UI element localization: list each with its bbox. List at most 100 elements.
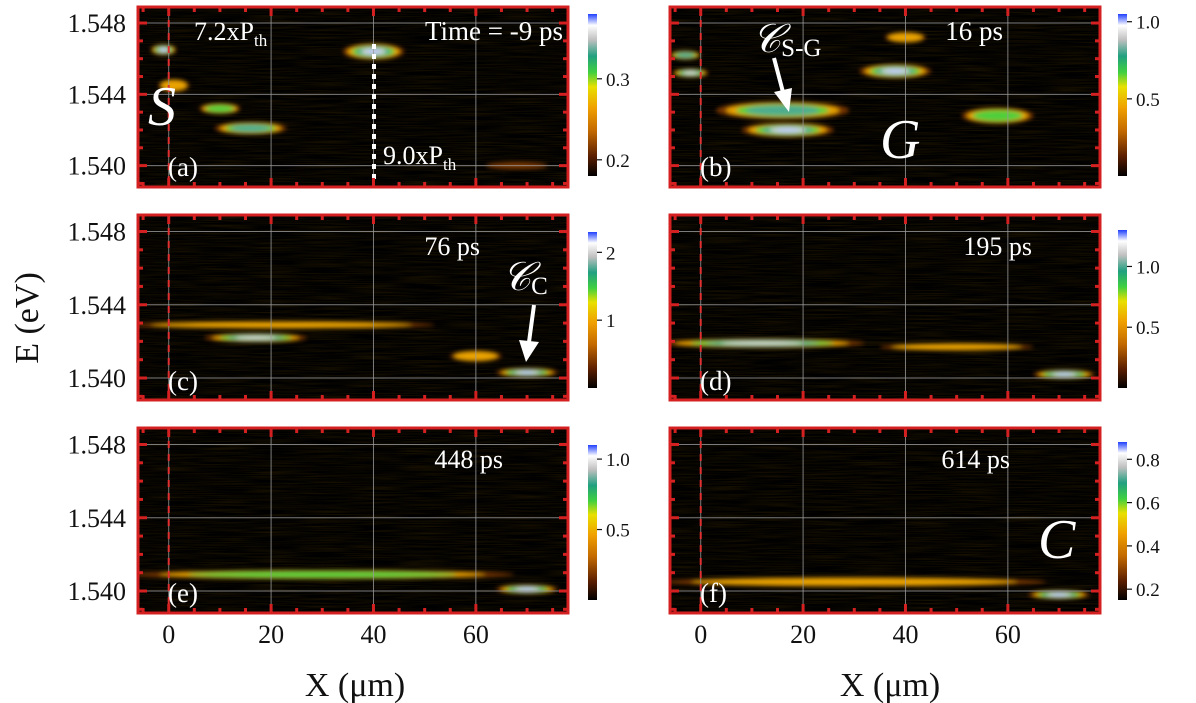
heatmap-noise bbox=[670, 7, 1100, 187]
y-tick-label: 1.548 bbox=[68, 430, 127, 459]
y-tick-label: 1.548 bbox=[68, 9, 127, 38]
blob-level bbox=[972, 110, 1023, 122]
time-label-d: 195 ps bbox=[963, 232, 1032, 261]
panel-c: (c) 76 ps 𝒞C bbox=[136, 213, 570, 402]
colorbar-tick-label: 0.2 bbox=[606, 151, 630, 172]
colorbar-tick-label: 2 bbox=[606, 243, 616, 264]
label-G: G bbox=[880, 109, 920, 171]
power-label-left: 7.2xPth bbox=[194, 17, 268, 50]
x-tick-label: 40 bbox=[360, 620, 386, 649]
heatmap-noise bbox=[138, 428, 568, 613]
frame-f bbox=[668, 426, 1102, 615]
blob-level bbox=[235, 335, 277, 340]
emission-blob bbox=[496, 367, 558, 378]
blob-level bbox=[519, 587, 535, 591]
arrow-SG-head bbox=[774, 88, 792, 112]
time-label-b: 16 ps bbox=[945, 16, 1003, 46]
y-tick-label: 1.544 bbox=[68, 504, 127, 533]
emission-blob bbox=[670, 338, 865, 348]
panel-letter-f: (f) bbox=[700, 578, 727, 608]
arrow-C-head bbox=[519, 340, 539, 362]
frame-c bbox=[136, 213, 570, 402]
heatmap-a bbox=[138, 7, 568, 187]
colorbar-c: 21 bbox=[588, 232, 616, 388]
colorbar-gradient bbox=[588, 14, 597, 176]
colorbar-tick-label: 1.0 bbox=[606, 450, 630, 471]
x-axis-label-right: X (μm) bbox=[840, 667, 940, 703]
x-tick-label: 0 bbox=[162, 620, 175, 649]
colorbar-e: 1.0 0.5 bbox=[588, 445, 630, 600]
x-tick-label: 20 bbox=[790, 620, 816, 649]
colorbar-gradient bbox=[1118, 14, 1127, 176]
blob-level bbox=[721, 341, 804, 346]
frame-d bbox=[668, 213, 1102, 402]
blob-level bbox=[187, 571, 457, 578]
label-C: C bbox=[1038, 509, 1076, 571]
blob-level bbox=[746, 105, 820, 116]
x-tick-label: 40 bbox=[892, 620, 918, 649]
y-tick-label: 1.540 bbox=[68, 152, 127, 181]
colorbar-tick-label: 1.0 bbox=[1136, 257, 1160, 278]
blob-level bbox=[886, 69, 905, 73]
colorbar-tick-label: 1.0 bbox=[1136, 13, 1160, 34]
blob-level bbox=[150, 321, 412, 329]
time-label-e: 448 ps bbox=[434, 445, 503, 474]
colorbar-tick-label: 0.5 bbox=[606, 521, 630, 542]
panel-letter-a: (a) bbox=[168, 152, 198, 182]
emission-blob bbox=[670, 50, 701, 60]
blob-level bbox=[1051, 593, 1067, 597]
x-tick-label: 60 bbox=[463, 620, 489, 649]
y-tick-label: 1.540 bbox=[68, 577, 127, 606]
emission-blob bbox=[214, 121, 287, 135]
emission-blob bbox=[879, 343, 1034, 351]
blob-level bbox=[160, 48, 167, 52]
panel-a: (a) Time = -9 ps 7.2xPth 9.0xPth S bbox=[136, 5, 570, 189]
colorbar-gradient bbox=[588, 445, 597, 600]
emission-blob bbox=[150, 44, 177, 56]
blob-level bbox=[1056, 372, 1072, 376]
colorbar-b: 1.0 0.5 bbox=[1118, 13, 1160, 176]
panel-letter-c: (c) bbox=[168, 366, 198, 396]
emission-blob bbox=[961, 107, 1034, 124]
colorbar-gradient bbox=[588, 232, 597, 388]
blob-level bbox=[205, 104, 235, 113]
emission-blob bbox=[138, 569, 515, 580]
arrow-SG bbox=[772, 57, 786, 97]
power-label-right: 9.0xPth bbox=[383, 141, 457, 174]
blob-level bbox=[160, 80, 187, 91]
blob-level bbox=[683, 71, 698, 75]
panel-letter-d: (d) bbox=[700, 366, 731, 396]
panel-f: (f) 614 ps C bbox=[668, 426, 1102, 615]
blob-level bbox=[776, 128, 800, 132]
blob-level bbox=[676, 52, 694, 58]
label-S: S bbox=[148, 76, 176, 138]
panel-letter-b: (b) bbox=[700, 152, 731, 182]
heatmap-b bbox=[670, 7, 1100, 187]
colorbar-a: 0.3 0.2 bbox=[588, 14, 630, 176]
emission-blob bbox=[859, 64, 932, 79]
panel-d: (d) 195 ps bbox=[668, 213, 1102, 402]
arrow-C bbox=[527, 304, 536, 343]
emission-blob bbox=[672, 68, 709, 78]
condensate-SG-label: 𝒞S-G bbox=[752, 16, 821, 62]
x-tick-label: 20 bbox=[258, 620, 284, 649]
colorbar-tick-label: 0.6 bbox=[1136, 494, 1160, 515]
y-axis-label: E (eV) bbox=[9, 272, 46, 364]
colorbar-tick-label: 0.5 bbox=[1136, 318, 1160, 339]
emission-blob bbox=[496, 584, 558, 594]
colorbar-d: 1.0 0.5 bbox=[1118, 230, 1160, 388]
x-axis-label-left: X (μm) bbox=[305, 667, 405, 703]
y-tick-label: 1.548 bbox=[68, 217, 127, 246]
panel-letter-e: (e) bbox=[168, 578, 198, 608]
colorbar-tick-label: 0.4 bbox=[1136, 537, 1160, 558]
x-tick-label: 0 bbox=[694, 620, 707, 649]
colorbar-tick-label: 0.3 bbox=[606, 70, 630, 91]
time-label-c: 76 ps bbox=[424, 232, 480, 261]
colorbar-tick-label: 0.5 bbox=[1136, 90, 1160, 111]
y-tick-label: 1.544 bbox=[68, 80, 127, 109]
emission-blob bbox=[670, 577, 1047, 587]
y-tick-label: 1.540 bbox=[68, 364, 127, 393]
colorbar-tick-label: 0.2 bbox=[1136, 580, 1160, 601]
colorbar-gradient bbox=[1118, 442, 1127, 600]
